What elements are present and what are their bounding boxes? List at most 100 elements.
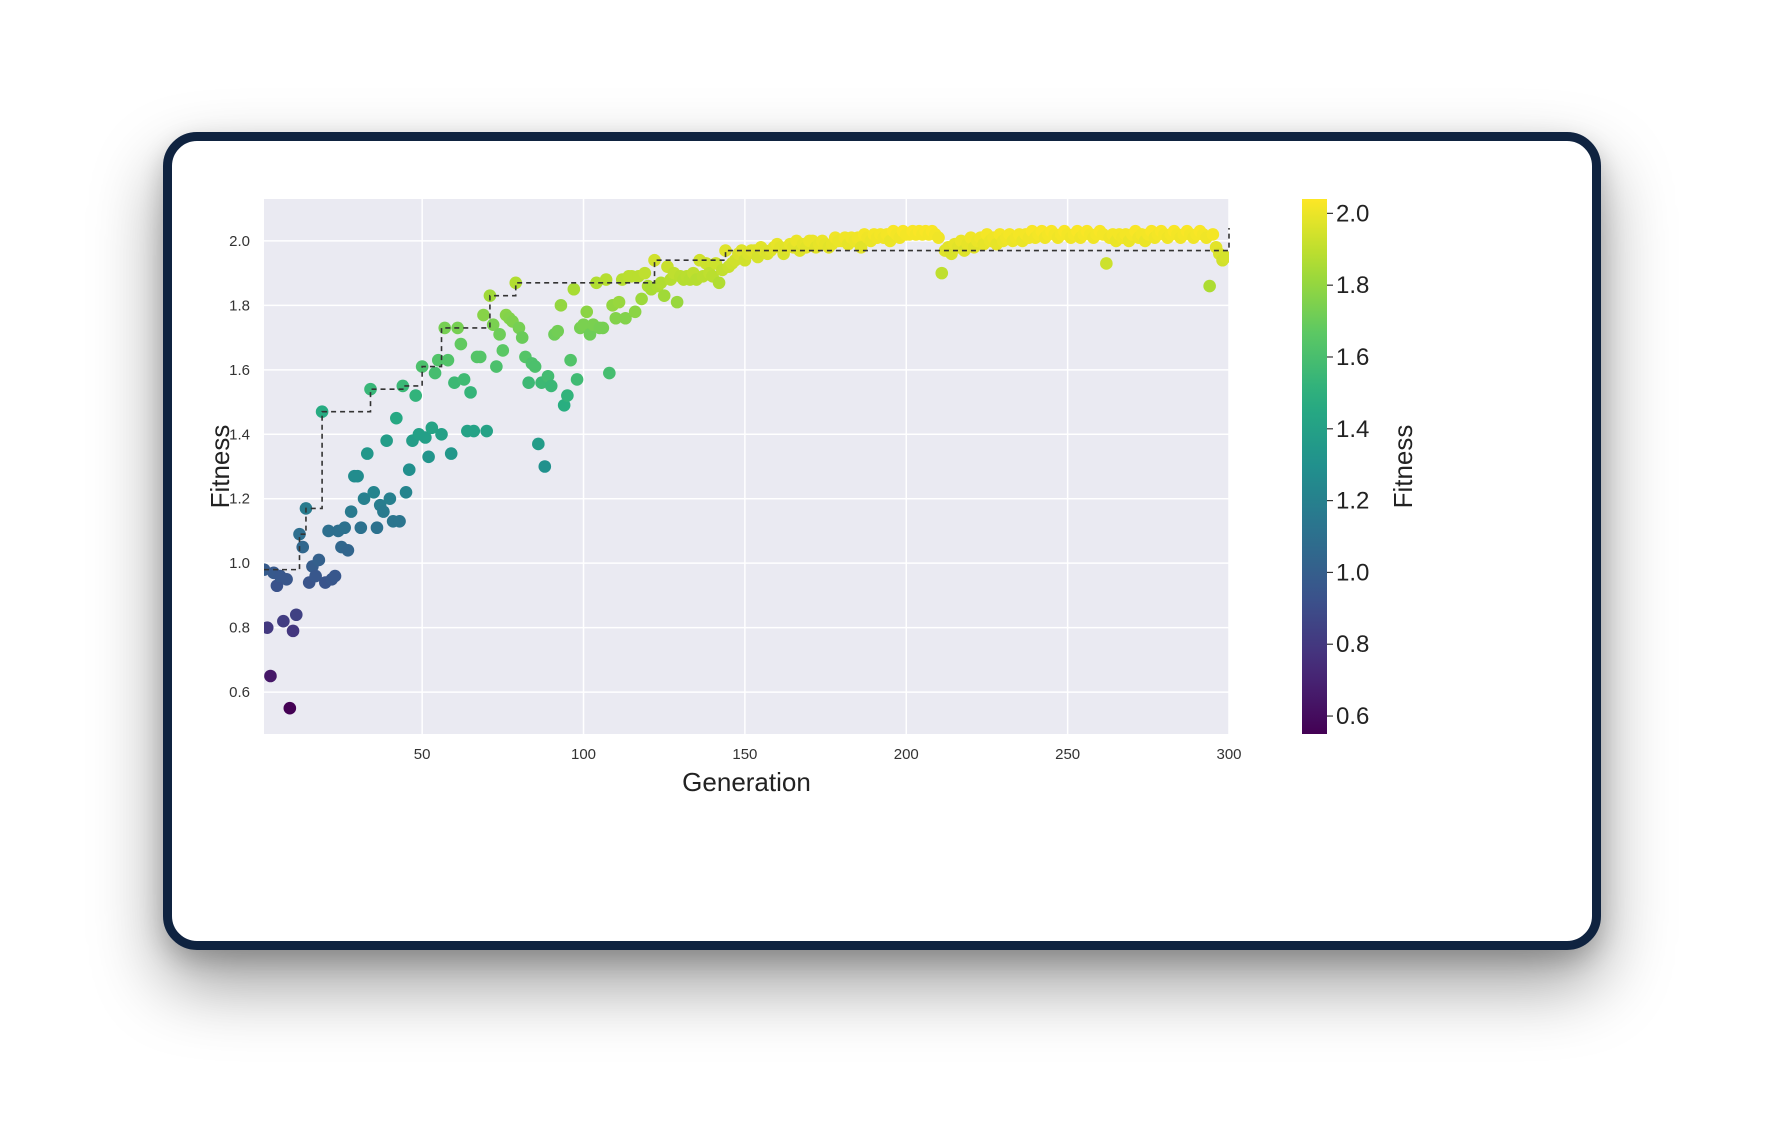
data-point bbox=[564, 353, 577, 367]
y-tick-label: 0.6 bbox=[229, 684, 250, 701]
data-point bbox=[590, 276, 603, 290]
data-point bbox=[399, 485, 413, 499]
data-point bbox=[596, 321, 610, 335]
x-tick-label: 50 bbox=[414, 746, 431, 763]
data-point bbox=[351, 469, 364, 483]
data-point bbox=[357, 492, 371, 506]
data-point bbox=[580, 305, 594, 319]
data-point bbox=[509, 276, 523, 290]
data-point bbox=[490, 360, 503, 373]
data-point bbox=[425, 421, 439, 435]
data-point bbox=[551, 324, 564, 338]
data-point bbox=[270, 579, 284, 593]
data-point bbox=[338, 521, 351, 535]
y-tick-label: 0.8 bbox=[229, 620, 250, 637]
data-point bbox=[557, 398, 571, 412]
colorbar-tick-label: 0.8 bbox=[1336, 631, 1369, 658]
data-point bbox=[364, 382, 377, 396]
data-point bbox=[612, 295, 626, 309]
colorbar-label: Fitness bbox=[1388, 425, 1418, 509]
data-point bbox=[570, 373, 584, 386]
data-point bbox=[654, 276, 668, 290]
data-point bbox=[383, 492, 397, 506]
x-tick-label: 300 bbox=[1216, 746, 1241, 763]
y-tick-label: 2.0 bbox=[229, 233, 250, 250]
data-point bbox=[486, 318, 500, 331]
data-point bbox=[464, 386, 477, 399]
colorbar-tick-label: 1.0 bbox=[1336, 559, 1369, 586]
data-point bbox=[393, 514, 406, 528]
data-point bbox=[1100, 257, 1113, 270]
colorbar-tick-label: 1.4 bbox=[1336, 416, 1369, 443]
scatter-points bbox=[264, 224, 1229, 715]
data-point bbox=[312, 553, 326, 567]
y-tick-label: 1.2 bbox=[229, 491, 250, 508]
data-point bbox=[289, 608, 303, 622]
colorbar-tick-label: 1.6 bbox=[1336, 344, 1369, 371]
data-point bbox=[1203, 279, 1216, 293]
data-point bbox=[322, 524, 335, 538]
x-tick-label: 100 bbox=[571, 746, 596, 763]
y-tick-label: 1.6 bbox=[229, 362, 250, 379]
fitness-scatter-chart: 50 100 150 200 250 300 0.6 0.8 1.0 1.2 1.4 1.6 1.8 2.… bbox=[205, 199, 1418, 797]
data-point bbox=[444, 447, 458, 460]
chart-card: 50 100 150 200 250 300 0.6 0.8 1.0 1.2 1.4 1.6 1.8 2.… bbox=[163, 132, 1601, 950]
data-point bbox=[428, 366, 442, 380]
data-point bbox=[1219, 250, 1229, 264]
data-point bbox=[599, 273, 613, 286]
data-point bbox=[467, 424, 481, 438]
data-point bbox=[448, 376, 461, 390]
data-point bbox=[296, 540, 310, 554]
colorbar-tick-label: 2.0 bbox=[1336, 200, 1369, 227]
data-point bbox=[264, 669, 277, 683]
data-point bbox=[454, 337, 468, 351]
data-point bbox=[603, 366, 616, 380]
data-point bbox=[512, 321, 526, 335]
data-point bbox=[719, 244, 732, 257]
data-point bbox=[648, 253, 661, 267]
data-point bbox=[360, 447, 374, 460]
data-point bbox=[422, 450, 435, 464]
data-point bbox=[561, 389, 574, 402]
data-point bbox=[544, 379, 558, 393]
colorbar-tick-label: 0.6 bbox=[1336, 703, 1369, 730]
data-point bbox=[528, 360, 542, 373]
data-point bbox=[435, 427, 448, 441]
data-point bbox=[554, 299, 568, 312]
data-point bbox=[402, 463, 416, 477]
data-point bbox=[619, 311, 632, 325]
x-tick-label: 250 bbox=[1055, 746, 1080, 763]
data-point bbox=[670, 295, 684, 309]
data-point bbox=[657, 289, 671, 302]
data-point bbox=[341, 543, 355, 557]
data-point bbox=[638, 266, 652, 280]
x-tick-label: 200 bbox=[894, 746, 919, 763]
data-point bbox=[441, 353, 455, 367]
data-point bbox=[377, 505, 390, 518]
y-tick-label: 1.8 bbox=[229, 297, 250, 314]
colorbar-tick-label: 1.8 bbox=[1336, 272, 1369, 299]
colorbar-tick-label: 1.2 bbox=[1336, 488, 1369, 515]
data-point bbox=[473, 350, 487, 364]
data-point bbox=[583, 328, 597, 341]
data-point bbox=[496, 344, 510, 357]
data-point bbox=[532, 437, 545, 451]
data-point bbox=[477, 308, 490, 322]
data-point bbox=[419, 431, 432, 444]
y-tick-label: 1.4 bbox=[229, 426, 250, 443]
data-point bbox=[577, 318, 590, 331]
data-point bbox=[309, 569, 322, 583]
data-point bbox=[354, 521, 368, 535]
data-point bbox=[635, 292, 648, 306]
x-tick-label: 150 bbox=[732, 746, 757, 763]
data-point bbox=[567, 282, 581, 296]
data-point bbox=[538, 460, 552, 473]
data-point bbox=[390, 411, 403, 425]
data-point bbox=[935, 266, 949, 280]
data-point bbox=[293, 527, 306, 541]
colorbar bbox=[1302, 199, 1327, 734]
data-point bbox=[609, 311, 623, 325]
data-point bbox=[493, 328, 506, 341]
y-axis-label: Fitness bbox=[205, 425, 235, 509]
data-point bbox=[409, 389, 422, 402]
